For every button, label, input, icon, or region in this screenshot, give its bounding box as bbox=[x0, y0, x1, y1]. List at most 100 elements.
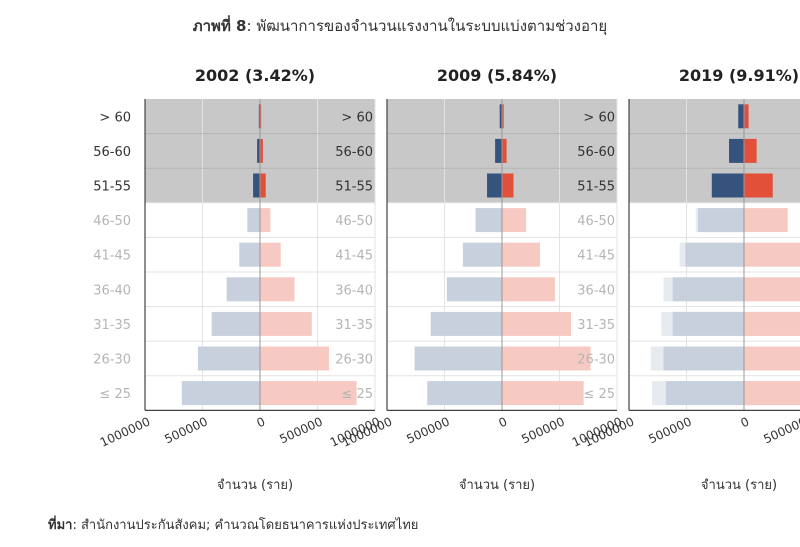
category-label: > 60 bbox=[583, 110, 615, 125]
bar-left bbox=[711, 173, 744, 198]
category-label: 46-50 bbox=[335, 214, 373, 229]
source-text: : สำนักงานประกันสังคม; คำนวณโดยธนาคารแห่… bbox=[72, 518, 419, 533]
bar-left bbox=[197, 346, 260, 371]
panel-title: 2002 (3.42%) bbox=[195, 66, 315, 85]
bar-right bbox=[502, 173, 514, 198]
category-label: 51-55 bbox=[577, 180, 615, 195]
bar-right bbox=[502, 311, 571, 336]
x-tick-label: 500000 bbox=[404, 414, 451, 446]
bar-right bbox=[744, 311, 800, 336]
category-label: 51-55 bbox=[93, 180, 131, 195]
x-axis-label: จำนวน (ราย) bbox=[459, 478, 535, 493]
x-tick-label: 500000 bbox=[761, 414, 800, 446]
bar-right bbox=[744, 381, 800, 406]
bar-right bbox=[744, 208, 788, 233]
bar-right bbox=[260, 104, 262, 129]
bar-left bbox=[729, 138, 744, 163]
bar-left bbox=[495, 138, 502, 163]
category-label: 56-60 bbox=[335, 145, 373, 160]
bar-right bbox=[502, 104, 504, 129]
x-tick-label: 0 bbox=[738, 414, 751, 430]
bar-right bbox=[744, 138, 757, 163]
bar-left bbox=[247, 208, 260, 233]
bar-left bbox=[414, 346, 502, 371]
bar-right bbox=[260, 173, 266, 198]
category-label: 36-40 bbox=[335, 283, 373, 298]
bar-right bbox=[260, 138, 263, 163]
source-label: ที่มา bbox=[48, 518, 73, 533]
bar-right bbox=[744, 277, 800, 302]
category-label: 41-45 bbox=[93, 249, 131, 264]
bar-left bbox=[430, 311, 502, 336]
bar-left bbox=[211, 311, 260, 336]
bar-right bbox=[744, 104, 749, 129]
bar-left bbox=[462, 242, 502, 267]
category-label: 46-50 bbox=[577, 214, 615, 229]
bar-left bbox=[253, 173, 260, 198]
category-label: ≤ 25 bbox=[99, 387, 131, 402]
category-label: > 60 bbox=[99, 110, 131, 125]
figure-title-bold: ภาพที่ 8 bbox=[192, 17, 247, 35]
bar-left bbox=[226, 277, 260, 302]
bar-right bbox=[260, 242, 281, 267]
category-label: 36-40 bbox=[93, 283, 131, 298]
category-label: 41-45 bbox=[577, 249, 615, 264]
bar-left bbox=[738, 104, 744, 129]
bar-right bbox=[502, 208, 527, 233]
bar-left bbox=[663, 346, 744, 371]
bar-right bbox=[260, 277, 295, 302]
bar-left bbox=[672, 311, 744, 336]
x-axis-label: จำนวน (ราย) bbox=[701, 478, 777, 493]
bar-right bbox=[260, 381, 357, 406]
bar-right bbox=[260, 346, 329, 371]
bar-left bbox=[257, 138, 260, 163]
bar-right bbox=[502, 277, 555, 302]
bar-right bbox=[502, 346, 591, 371]
category-label: 26-30 bbox=[93, 353, 131, 368]
category-label: ≤ 25 bbox=[341, 387, 373, 402]
bar-left bbox=[427, 381, 502, 406]
figure-title: ภาพที่ 8: พัฒนาการของจำนวนแรงงานในระบบแบ… bbox=[0, 14, 800, 38]
figure-title-text: : พัฒนาการของจำนวนแรงงานในระบบแบ่งตามช่ว… bbox=[246, 17, 608, 35]
bar-left bbox=[665, 381, 744, 406]
bar-left bbox=[475, 208, 502, 233]
bar-left bbox=[685, 242, 744, 267]
category-label: 46-50 bbox=[93, 214, 131, 229]
panel-title: 2009 (5.84%) bbox=[437, 66, 557, 85]
bar-right bbox=[502, 138, 507, 163]
x-axis-label: จำนวน (ราย) bbox=[217, 478, 293, 493]
category-label: 41-45 bbox=[335, 249, 373, 264]
category-label: 31-35 bbox=[577, 318, 615, 333]
category-label: 56-60 bbox=[577, 145, 615, 160]
bar-right bbox=[260, 311, 312, 336]
bar-left bbox=[446, 277, 502, 302]
category-label: 36-40 bbox=[577, 283, 615, 298]
x-tick-label: 500000 bbox=[519, 414, 566, 446]
bar-right bbox=[502, 381, 584, 406]
bar-left bbox=[239, 242, 260, 267]
bar-left bbox=[499, 104, 502, 129]
bar-right bbox=[744, 242, 800, 267]
category-label: ≤ 25 bbox=[583, 387, 615, 402]
category-label: > 60 bbox=[341, 110, 373, 125]
bar-right bbox=[502, 242, 540, 267]
bar-left bbox=[258, 104, 260, 129]
bar-right bbox=[744, 346, 800, 371]
bar-left bbox=[672, 277, 744, 302]
category-label: 26-30 bbox=[577, 353, 615, 368]
category-label: 56-60 bbox=[93, 145, 131, 160]
bar-right bbox=[744, 173, 773, 198]
category-label: 31-35 bbox=[335, 318, 373, 333]
category-label: 51-55 bbox=[335, 180, 373, 195]
x-tick-label: 500000 bbox=[277, 414, 324, 446]
x-tick-label: 500000 bbox=[162, 414, 209, 446]
source-note: ที่มา: สำนักงานประกันสังคม; คำนวณโดยธนาค… bbox=[48, 514, 418, 535]
bar-left bbox=[181, 381, 260, 406]
panel-title: 2019 (9.91%) bbox=[679, 66, 799, 85]
category-label: 31-35 bbox=[93, 318, 131, 333]
x-tick-label: 0 bbox=[496, 414, 509, 430]
x-tick-label: 500000 bbox=[646, 414, 693, 446]
x-tick-label: 0 bbox=[254, 414, 267, 430]
category-label: 26-30 bbox=[335, 353, 373, 368]
